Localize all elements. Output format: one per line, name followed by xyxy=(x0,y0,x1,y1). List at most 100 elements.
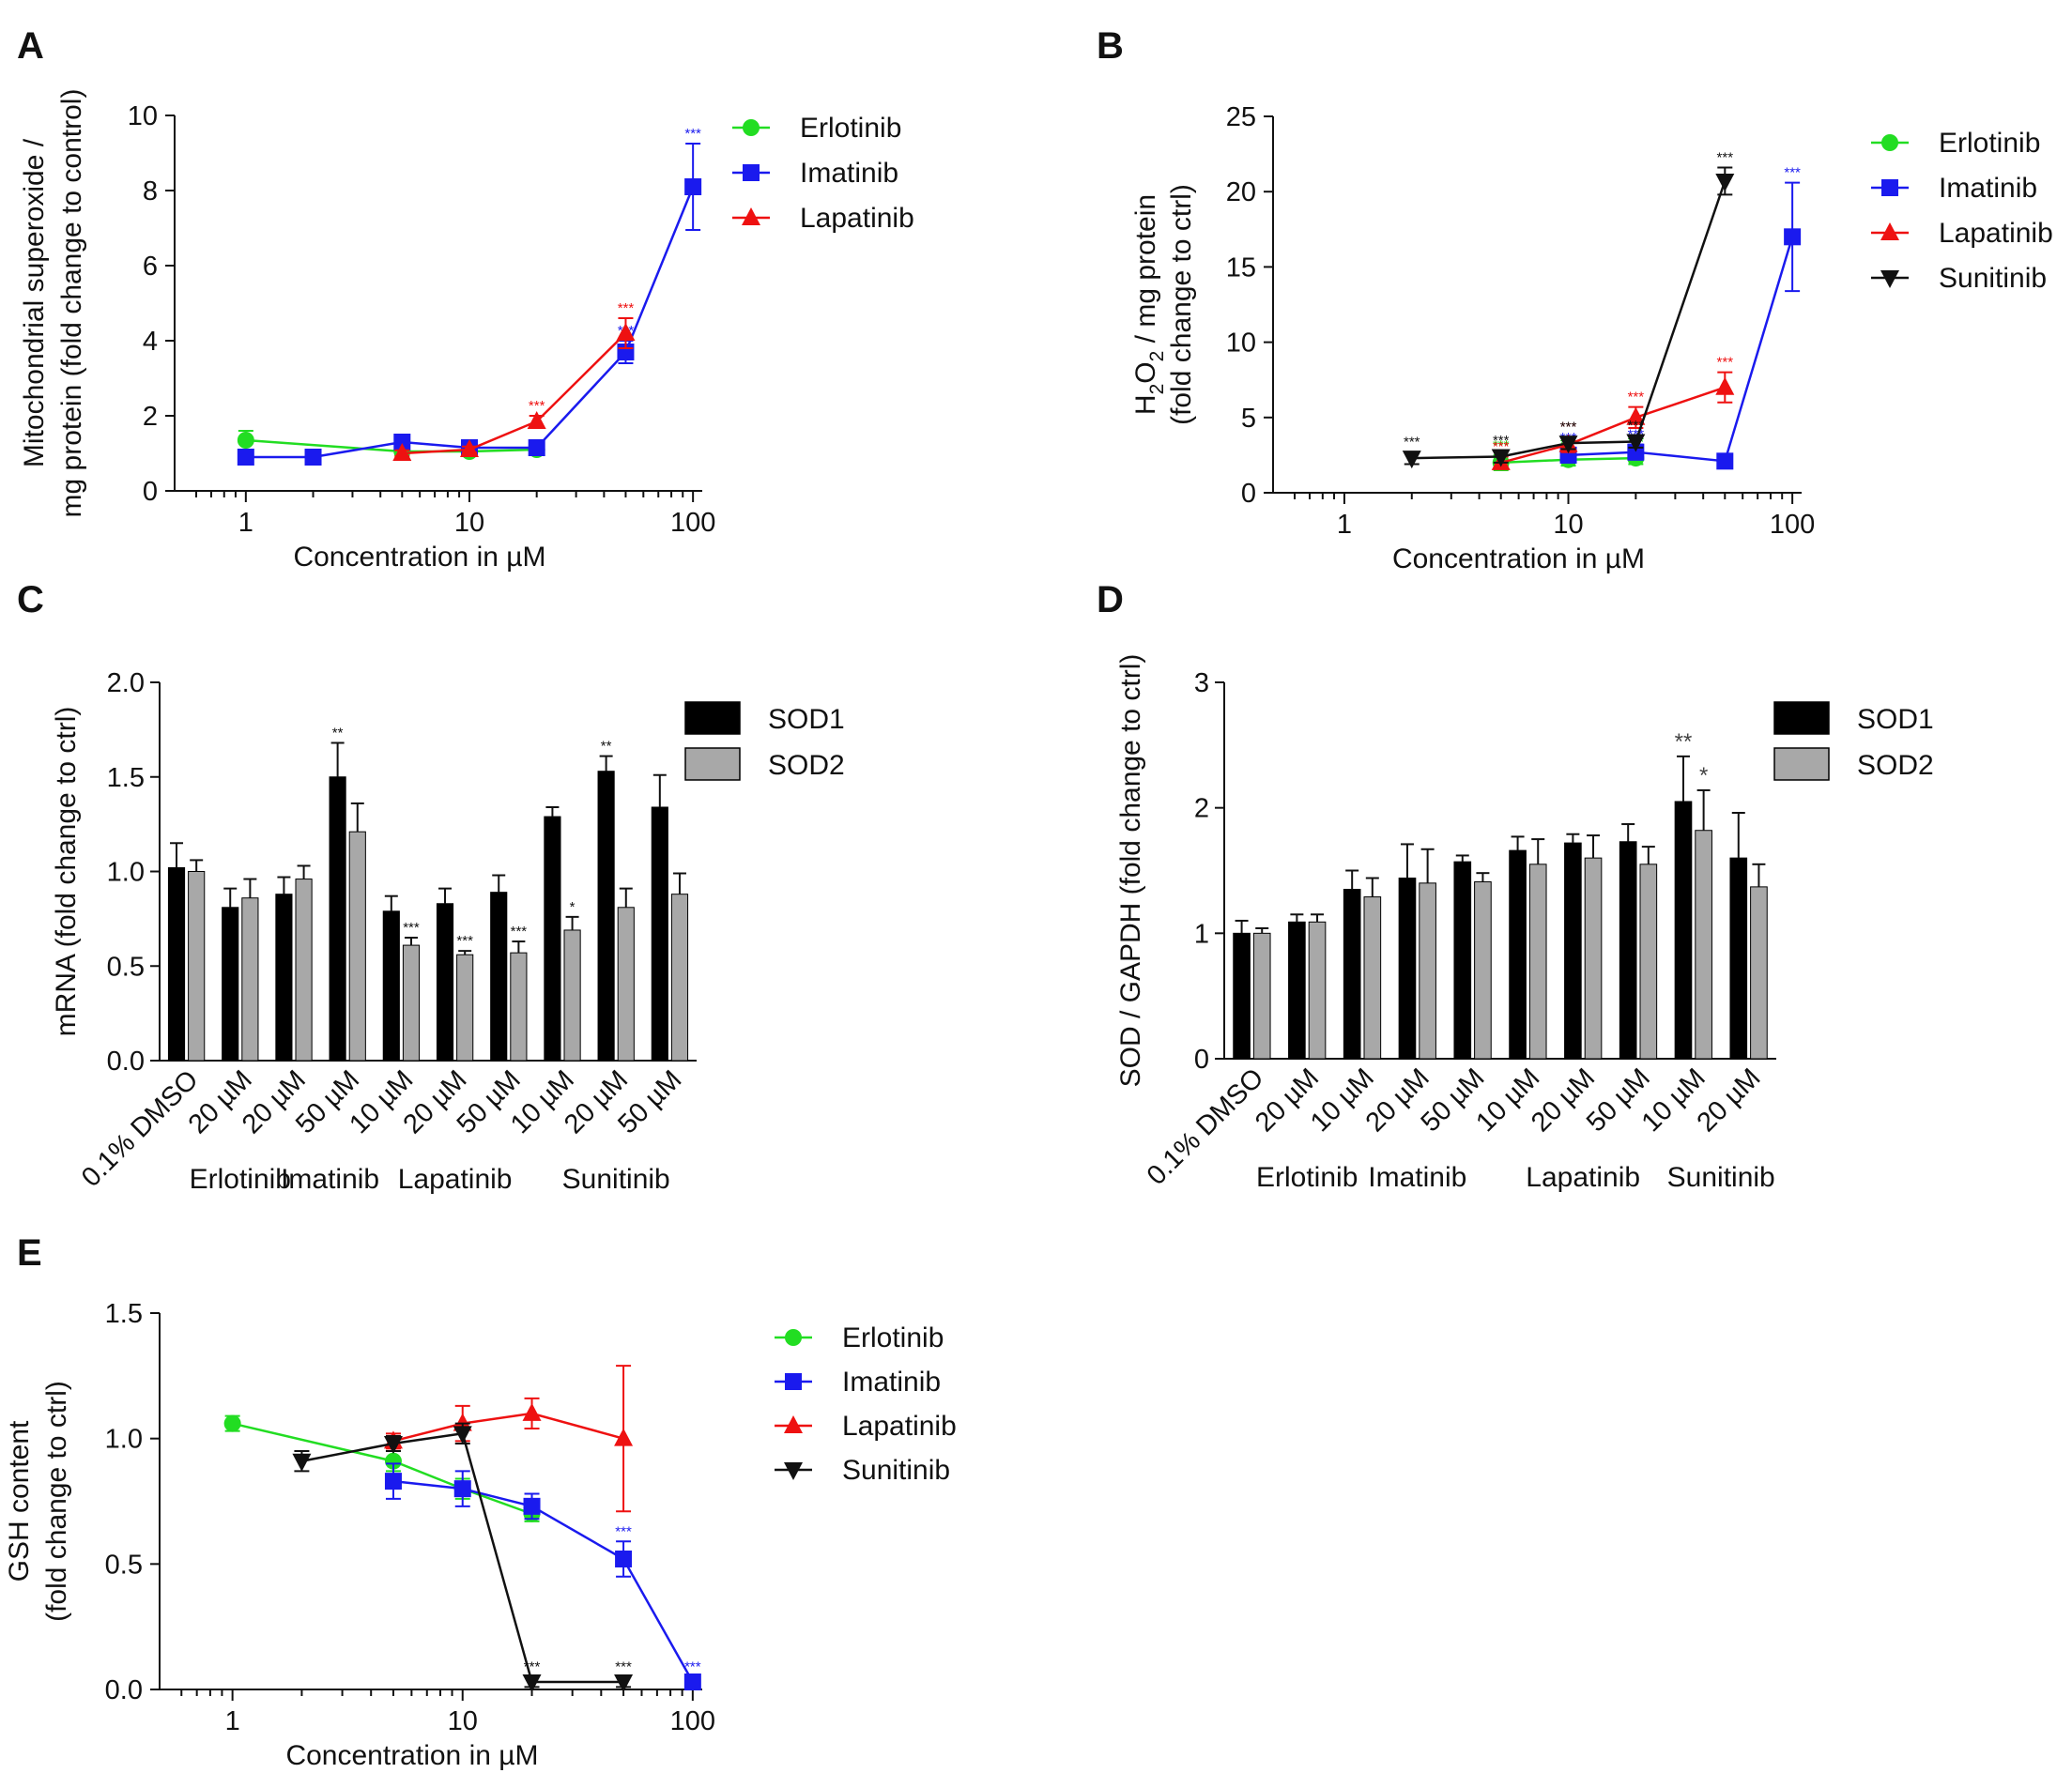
y-tick-label: 0 xyxy=(1194,1045,1209,1075)
legend-label: Imatinib xyxy=(800,158,898,189)
y-tick-label: 5 xyxy=(1241,404,1256,434)
legend-marker xyxy=(1880,222,1899,240)
series-sod2: * xyxy=(1252,763,1768,1060)
bar xyxy=(1639,864,1658,1060)
significance-label: *** xyxy=(1717,150,1734,166)
bar xyxy=(275,894,293,1062)
data-point xyxy=(237,449,254,466)
y-tick-label: 0.0 xyxy=(105,1675,143,1705)
data-point xyxy=(1626,434,1646,452)
bar xyxy=(651,806,668,1062)
significance-label: *** xyxy=(615,1523,632,1539)
legend-label: SOD1 xyxy=(1857,704,1934,735)
y-tick-label: 15 xyxy=(1226,252,1256,283)
data-point xyxy=(1402,451,1421,469)
significance-label: *** xyxy=(529,398,545,414)
data-point xyxy=(1626,406,1646,425)
x-tick-label: 10 xyxy=(1553,510,1583,540)
y-tick-label: 3 xyxy=(1194,668,1209,698)
bar xyxy=(597,771,615,1062)
bar xyxy=(1750,886,1768,1060)
legend-marker xyxy=(784,1415,803,1433)
significance-label: *** xyxy=(524,1659,541,1675)
bar xyxy=(329,776,346,1062)
panel-letter: D xyxy=(1097,579,1124,620)
legend-label: Erlotinib xyxy=(842,1322,944,1353)
bar xyxy=(1252,932,1271,1060)
group-label: Lapatinib xyxy=(1526,1162,1640,1193)
data-point xyxy=(223,1414,241,1432)
legend-label: Erlotinib xyxy=(800,113,901,144)
data-point xyxy=(615,1550,633,1567)
series-line xyxy=(232,1422,532,1516)
data-point xyxy=(384,1452,402,1470)
panel-d: D 0 1 2 3 SOD / GAPDH (fold change to ctrl) **… xyxy=(1097,579,1934,1193)
data-point xyxy=(614,1428,634,1446)
y-tick-label: 1.0 xyxy=(105,1425,143,1455)
legend-marker xyxy=(785,1329,802,1346)
y-tick-label: 1 xyxy=(1194,919,1209,949)
significance-label: *** xyxy=(1493,433,1510,449)
significance-label: *** xyxy=(684,126,701,142)
data-point xyxy=(392,443,412,461)
series-line xyxy=(1500,386,1726,465)
legend-swatch xyxy=(1773,747,1830,781)
legend-marker xyxy=(742,207,760,225)
legend-marker xyxy=(1881,134,1898,151)
y-tick-label: 10 xyxy=(128,101,158,131)
data-point xyxy=(684,178,702,195)
series-sod1: ** xyxy=(1233,729,1748,1060)
bar xyxy=(167,866,186,1062)
legend-swatch xyxy=(1773,701,1830,735)
panel-e: E 0.0 0.5 1.0 1.5 1 10 100 Concentration in µM GS… xyxy=(4,1232,957,1771)
bar xyxy=(1474,881,1492,1060)
data-point xyxy=(1716,452,1734,470)
legend-label: Lapatinib xyxy=(842,1411,957,1442)
series-line xyxy=(245,438,537,453)
y-tick-label: 10 xyxy=(1226,329,1256,359)
data-point xyxy=(383,1436,403,1455)
bar xyxy=(382,910,400,1062)
data-point xyxy=(292,1453,312,1472)
panel-letter: B xyxy=(1097,25,1124,67)
x-axis-title: Concentration in µM xyxy=(285,1740,538,1771)
group-label: Sunitinib xyxy=(1667,1162,1775,1193)
bar xyxy=(670,894,689,1062)
y-tick-label: 2 xyxy=(143,402,158,432)
y-axis-title-part: O xyxy=(1130,361,1161,383)
bar xyxy=(1619,841,1637,1060)
significance-label: ** xyxy=(601,739,612,755)
data-point xyxy=(523,1497,541,1515)
legend: SOD1 SOD2 xyxy=(684,701,845,781)
series-line xyxy=(392,1479,694,1683)
data-point xyxy=(522,1402,542,1421)
group-label: Erlotinib xyxy=(190,1164,291,1195)
bar xyxy=(1419,882,1436,1060)
group-label: Erlotinib xyxy=(1256,1162,1358,1193)
bar xyxy=(563,929,581,1062)
bar xyxy=(1233,932,1251,1060)
bar xyxy=(490,892,508,1062)
legend-marker xyxy=(743,119,760,136)
bar xyxy=(222,907,239,1062)
y-tick-label: 20 xyxy=(1226,177,1256,207)
bar xyxy=(1729,857,1748,1060)
significance-label: *** xyxy=(615,1659,632,1675)
panel-letter: E xyxy=(17,1232,42,1274)
legend: Erlotinib Imatinib Lapatinib Sunitinib xyxy=(1871,128,2053,294)
y-tick-label: 1.5 xyxy=(107,763,145,793)
series-sunitinib: *** *** xyxy=(292,1422,634,1692)
panel-c: C 0.0 0.5 1.0 1.5 2.0 mRNA (fold change to ctr… xyxy=(17,579,845,1195)
data-point xyxy=(453,1426,472,1444)
bar xyxy=(1674,801,1693,1060)
series-erlotinib xyxy=(237,430,545,460)
significance-label: *** xyxy=(403,920,420,936)
series-lapatinib: *** *** xyxy=(392,300,636,461)
bar xyxy=(436,903,454,1062)
x-category-label: 0.1% DMSO xyxy=(76,1064,205,1193)
series-imatinib: *** *** xyxy=(237,126,702,466)
data-point xyxy=(614,1674,634,1692)
legend-label: Sunitinib xyxy=(1939,263,2047,294)
series-sod2: ********** xyxy=(188,802,689,1062)
